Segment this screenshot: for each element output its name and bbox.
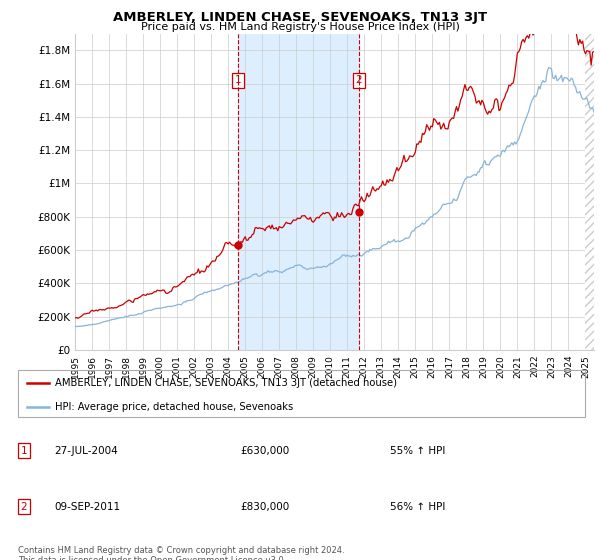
Text: 27-JUL-2004: 27-JUL-2004 [54,446,118,456]
Text: HPI: Average price, detached house, Sevenoaks: HPI: Average price, detached house, Seve… [55,402,293,412]
Text: £830,000: £830,000 [240,502,289,512]
Text: AMBERLEY, LINDEN CHASE, SEVENOAKS, TN13 3JT: AMBERLEY, LINDEN CHASE, SEVENOAKS, TN13 … [113,11,487,24]
Text: 1: 1 [235,75,241,85]
Text: 1: 1 [20,446,28,456]
Bar [238,34,359,350]
Text: Contains HM Land Registry data © Crown copyright and database right 2024.
This d: Contains HM Land Registry data © Crown c… [18,546,344,560]
Text: 56% ↑ HPI: 56% ↑ HPI [390,502,445,512]
Text: AMBERLEY, LINDEN CHASE, SEVENOAKS, TN13 3JT (detached house): AMBERLEY, LINDEN CHASE, SEVENOAKS, TN13 … [55,378,397,388]
Text: Price paid vs. HM Land Registry's House Price Index (HPI): Price paid vs. HM Land Registry's House … [140,22,460,32]
Point [354,207,364,216]
Text: £630,000: £630,000 [240,446,289,456]
Text: 09-SEP-2011: 09-SEP-2011 [54,502,120,512]
Text: 2: 2 [20,502,28,512]
Bar [586,34,594,350]
Text: 2: 2 [356,75,362,85]
Point [233,241,243,250]
Text: 55% ↑ HPI: 55% ↑ HPI [390,446,445,456]
